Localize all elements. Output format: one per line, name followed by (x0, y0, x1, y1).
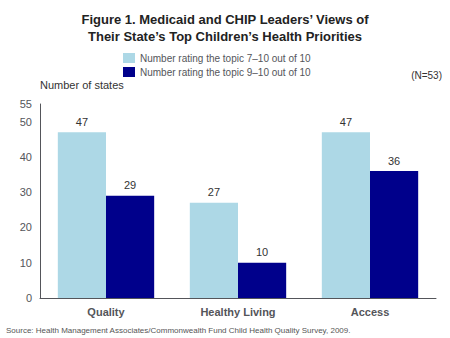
svg-text:Their State’s Top Children’s H: Their State’s Top Children’s Health Prio… (88, 29, 362, 44)
svg-text:Figure 1. Medicaid and CHIP Le: Figure 1. Medicaid and CHIP Leaders’ Vie… (81, 12, 369, 27)
svg-text:Healthy Living: Healthy Living (200, 306, 275, 318)
svg-text:40: 40 (20, 151, 32, 163)
svg-text:Number of states: Number of states (40, 79, 124, 91)
svg-text:50: 50 (20, 116, 32, 128)
svg-text:27: 27 (208, 186, 220, 198)
svg-text:Quality: Quality (87, 306, 125, 318)
svg-text:0: 0 (26, 292, 32, 304)
svg-text:20: 20 (20, 221, 32, 233)
svg-text:36: 36 (388, 155, 400, 167)
svg-text:55: 55 (20, 98, 32, 110)
svg-text:(N=53): (N=53) (411, 70, 442, 81)
svg-text:Source: Health Management Asso: Source: Health Management Associates/Com… (6, 326, 350, 335)
svg-text:30: 30 (20, 186, 32, 198)
svg-text:10: 10 (20, 257, 32, 269)
svg-text:47: 47 (76, 116, 88, 128)
svg-text:29: 29 (124, 179, 136, 191)
svg-text:47: 47 (340, 116, 352, 128)
svg-text:Number rating the topic 7–10 o: Number rating the topic 7–10 out of 10 (140, 53, 311, 64)
svg-text:10: 10 (256, 246, 268, 258)
svg-text:Access: Access (351, 306, 390, 318)
svg-text:Number rating the topic 9–10 o: Number rating the topic 9–10 out of 10 (140, 67, 311, 78)
